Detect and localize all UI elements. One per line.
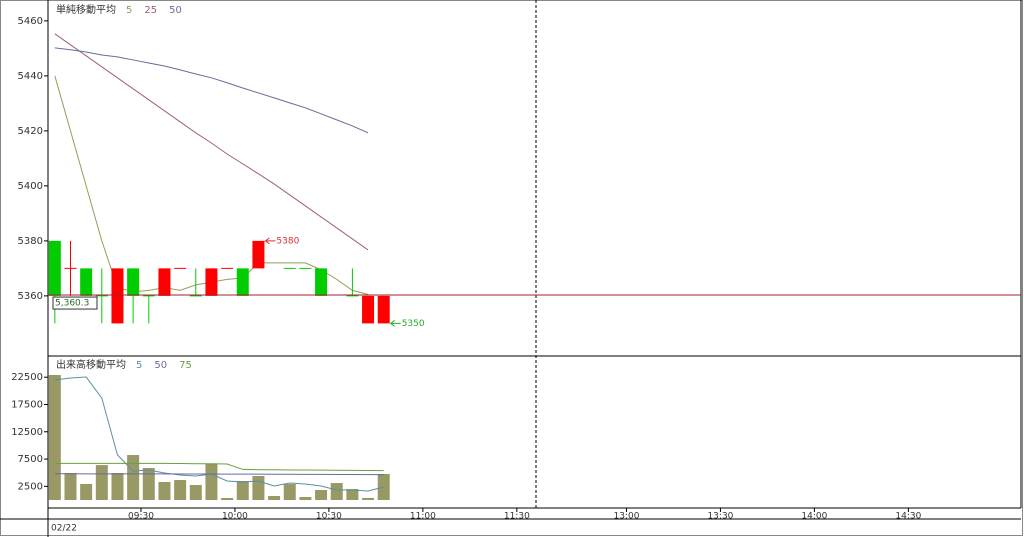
y-tick-label: 5360 — [18, 291, 43, 302]
x-tick-label: 13:30 — [707, 512, 733, 522]
candle-body — [111, 268, 124, 324]
y-tick-label: 5460 — [18, 16, 43, 27]
x-tick-label: 14:00 — [801, 512, 827, 522]
volume-bar — [205, 463, 218, 500]
x-tick-label: 11:00 — [410, 512, 436, 522]
y-tick-label: 22500 — [11, 372, 43, 383]
candle-body — [48, 240, 61, 296]
annotation-arrow — [389, 319, 401, 327]
x-tick-label: 09:30 — [128, 512, 154, 522]
x-tick-label: 10:30 — [316, 512, 342, 522]
legend-entry: 5 — [136, 360, 142, 371]
legend-title: 単純移動平均 — [56, 3, 116, 16]
price-label: 5,360.3 — [55, 299, 89, 309]
volume-bar — [346, 489, 359, 500]
x-tick-label: 13:00 — [613, 512, 639, 522]
volume-bar — [299, 496, 312, 500]
x-tick-label: 10:00 — [222, 512, 248, 522]
candle-body — [315, 268, 328, 296]
y-tick-label: 2500 — [18, 481, 43, 492]
volume-bar — [330, 483, 343, 500]
volume-bar — [221, 497, 234, 500]
y-tick-label: 7500 — [18, 454, 43, 465]
date-label: 02/22 — [51, 524, 77, 534]
candle-body — [205, 268, 218, 296]
y-tick-label: 12500 — [11, 427, 43, 438]
volume-bar — [315, 490, 328, 500]
volume-bar — [189, 484, 202, 500]
legend-entry: 50 — [169, 5, 182, 16]
annotation-label: 5380 — [276, 236, 299, 246]
volume-bar — [80, 484, 93, 500]
volume-bar — [64, 472, 77, 500]
volume-bar — [252, 475, 265, 500]
volume-bar — [236, 481, 249, 500]
volume-bar — [362, 497, 375, 500]
ma-line — [54, 47, 369, 134]
annotation-label: 5350 — [402, 319, 425, 329]
volume-bar — [268, 496, 281, 500]
y-tick-label: 5400 — [18, 181, 43, 192]
volume-bar — [158, 481, 171, 500]
x-tick-label: 11:30 — [504, 512, 530, 522]
candle-body — [377, 295, 390, 324]
x-tick-label: 14:30 — [895, 512, 921, 522]
ma-line — [54, 462, 384, 472]
y-tick-label: 5440 — [18, 71, 43, 82]
legend-entry: 5 — [126, 5, 132, 16]
y-tick-label: 5420 — [18, 126, 43, 137]
volume-bar — [111, 472, 124, 500]
ma-line — [54, 473, 384, 476]
legend-entry: 25 — [144, 5, 157, 16]
volume-bar — [142, 468, 155, 500]
volume-bar — [174, 480, 187, 500]
volume-bar — [48, 375, 61, 500]
candle-body — [80, 268, 93, 296]
annotation-arrow — [263, 237, 276, 245]
legend-entry: 50 — [154, 360, 167, 371]
y-tick-label: 17500 — [11, 399, 43, 410]
price-label-box — [52, 296, 98, 310]
volume-bar — [127, 455, 140, 500]
legend-entry: 75 — [179, 360, 192, 371]
candle-body — [252, 240, 265, 269]
candle-body — [127, 268, 140, 296]
volume-bar — [95, 465, 108, 500]
ma-line — [54, 376, 384, 492]
legend-title: 出来高移動平均 — [56, 358, 126, 371]
ma-line — [54, 33, 369, 251]
volume-bar — [283, 484, 296, 500]
candle-body — [236, 268, 249, 296]
candle-body — [362, 295, 375, 324]
y-tick-label: 5380 — [18, 236, 43, 247]
candle-body — [158, 268, 171, 296]
